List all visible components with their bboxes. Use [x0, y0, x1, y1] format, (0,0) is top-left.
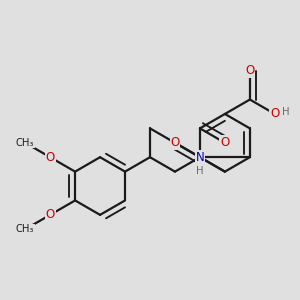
Text: O: O: [270, 107, 280, 121]
Text: H: H: [196, 166, 204, 176]
Text: O: O: [220, 136, 230, 149]
Text: N: N: [196, 151, 204, 164]
Text: CH₃: CH₃: [16, 138, 34, 148]
Text: O: O: [170, 136, 180, 149]
Text: O: O: [245, 64, 254, 77]
Text: O: O: [46, 151, 55, 164]
Text: O: O: [46, 208, 55, 221]
Text: H: H: [282, 106, 290, 117]
Text: CH₃: CH₃: [16, 224, 34, 234]
